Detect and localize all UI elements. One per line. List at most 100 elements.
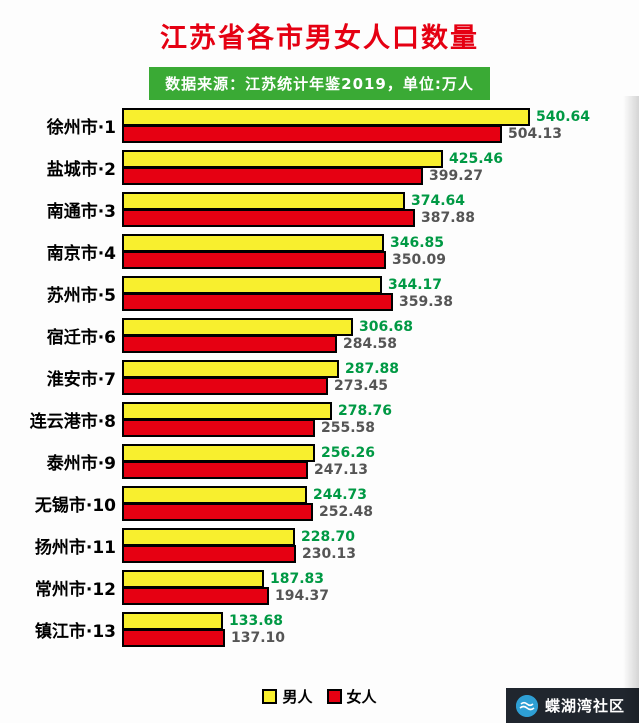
category-label: 南通市·3 [46,202,116,222]
women-bar [122,419,315,437]
watermark-badge: 蝶湖湾社区 [505,688,639,723]
women-value-label: 255.58 [321,420,376,436]
men-value-label: 244.73 [313,487,368,503]
chart-row: 宿迁市·6 306.68 284.58 [0,318,639,353]
men-bar-line: 287.88 [122,360,639,378]
chart-row: 南京市·4 346.85 350.09 [0,234,639,269]
bar-pair: 228.70 230.13 [122,528,639,563]
women-value-label: 350.09 [392,252,447,268]
chart-row: 淮安市·7 287.88 273.45 [0,360,639,395]
women-value-label: 230.13 [302,546,357,562]
men-bar-line: 344.17 [122,276,639,294]
bar-pair: 540.64 504.13 [122,108,639,143]
women-bar-line: 359.38 [122,293,639,311]
men-bar-line: 346.85 [122,234,639,252]
women-value-label: 252.48 [319,504,374,520]
women-value-label: 284.58 [343,336,398,352]
category-label: 常州市·12 [34,580,116,600]
women-value-label: 194.37 [275,588,330,604]
men-bar [122,192,405,210]
women-value-label: 399.27 [429,168,484,184]
women-bar-line: 504.13 [122,125,639,143]
men-value-label: 344.17 [388,277,443,293]
men-bar [122,150,443,168]
women-bar-line: 273.45 [122,377,639,395]
men-value-label: 374.64 [411,193,466,209]
bar-pair: 306.68 284.58 [122,318,639,353]
women-value-label: 504.13 [508,126,563,142]
legend-item-men: 男人 [262,686,313,707]
bar-pair: 244.73 252.48 [122,486,639,521]
category-label: 南京市·4 [46,244,116,264]
women-bar-line: 284.58 [122,335,639,353]
men-value-label: 228.70 [301,529,356,545]
women-bar-line: 247.13 [122,461,639,479]
category-label: 镇江市·13 [34,622,116,642]
men-bar-line: 187.83 [122,570,639,588]
bar-pair: 278.76 255.58 [122,402,639,437]
men-value-label: 256.26 [321,445,376,461]
chart-row: 常州市·12 187.83 194.37 [0,570,639,605]
women-bar [122,335,337,353]
legend-men-label: 男人 [282,688,313,706]
chart-row: 盐城市·2 425.46 399.27 [0,150,639,185]
category-label: 淮安市·7 [46,370,116,390]
women-bar [122,251,386,269]
women-bar-line: 255.58 [122,419,639,437]
women-bar [122,377,328,395]
data-source-banner: 数据来源：江苏统计年鉴2019，单位:万人 [149,67,490,100]
men-bar [122,486,307,504]
bar-chart: 徐州市·1 540.64 504.13 盐城市·2 425.46 399.27 南通市·3 3… [0,108,639,654]
chart-row: 徐州市·1 540.64 504.13 [0,108,639,143]
men-value-label: 306.68 [359,319,414,335]
men-value-label: 287.88 [345,361,400,377]
men-bar [122,318,353,336]
women-bar-line: 230.13 [122,545,639,563]
category-label: 宿迁市·6 [46,328,116,348]
men-bar [122,528,295,546]
women-bar-line: 252.48 [122,503,639,521]
women-value-label: 137.10 [231,630,286,646]
women-bar [122,503,313,521]
men-bar-line: 374.64 [122,192,639,210]
bar-pair: 346.85 350.09 [122,234,639,269]
bar-pair: 287.88 273.45 [122,360,639,395]
subtitle-row: 数据来源：江苏统计年鉴2019，单位:万人 [0,67,639,100]
men-bar [122,360,339,378]
women-value-label: 387.88 [421,210,476,226]
men-bar-line: 244.73 [122,486,639,504]
men-bar [122,234,384,252]
chart-row: 南通市·3 374.64 387.88 [0,192,639,227]
women-bar [122,587,269,605]
women-bar [122,293,393,311]
category-label: 连云港市·8 [29,412,116,432]
legend-women-label: 女人 [346,688,377,706]
category-label: 徐州市·1 [46,118,116,138]
men-bar-line: 540.64 [122,108,639,126]
women-value-label: 359.38 [399,294,454,310]
chart-row: 苏州市·5 344.17 359.38 [0,276,639,311]
men-bar [122,570,264,588]
men-value-label: 278.76 [338,403,393,419]
men-value-label: 346.85 [390,235,445,251]
category-label: 盐城市·2 [46,160,116,180]
bar-pair: 187.83 194.37 [122,570,639,605]
page-title: 江苏省各市男女人口数量 [160,23,479,54]
women-value-label: 247.13 [314,462,369,478]
women-bar-line: 399.27 [122,167,639,185]
community-logo-icon [515,694,538,717]
bar-pair: 344.17 359.38 [122,276,639,311]
women-bar [122,461,308,479]
men-value-label: 540.64 [536,109,591,125]
men-bar-line: 278.76 [122,402,639,420]
women-bar-line: 194.37 [122,587,639,605]
chart-row: 镇江市·13 133.68 137.10 [0,612,639,647]
category-label: 扬州市·11 [34,538,116,558]
bar-pair: 256.26 247.13 [122,444,639,479]
women-bar-line: 387.88 [122,209,639,227]
men-bar-line: 306.68 [122,318,639,336]
men-bar-line: 256.26 [122,444,639,462]
women-bar [122,209,415,227]
women-bar-line: 137.10 [122,629,639,647]
